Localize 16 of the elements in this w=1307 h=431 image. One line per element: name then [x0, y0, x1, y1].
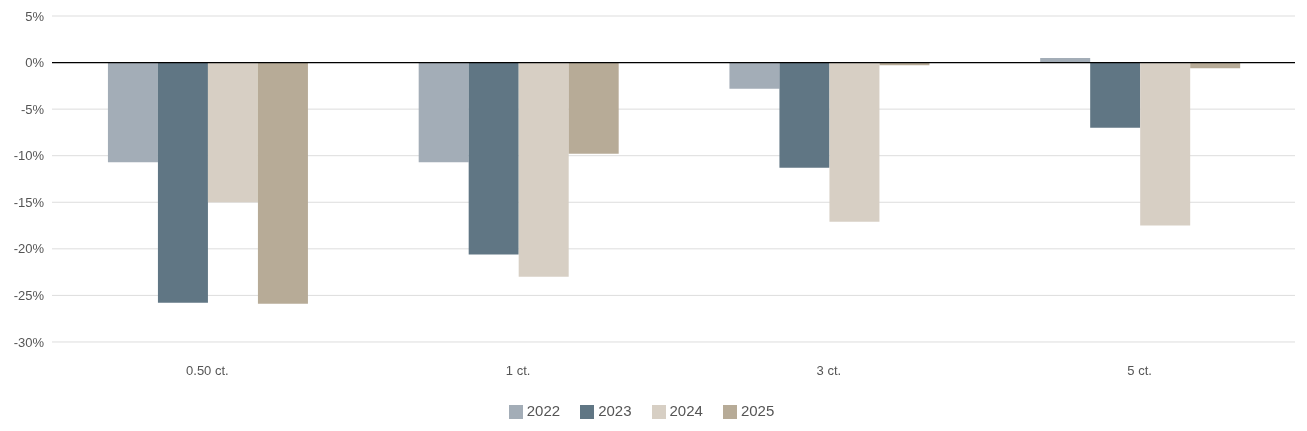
y-tick-label: -20% — [13, 241, 45, 257]
legend-label: 2024 — [669, 401, 703, 419]
x-tick-label: 5 ct. — [1127, 363, 1152, 379]
x-tick-label: 1 ct. — [505, 363, 531, 379]
y-tick-label: 5% — [25, 8, 45, 24]
legend-label: 2022 — [526, 401, 561, 419]
legend-label: 2025 — [740, 401, 775, 419]
x-tick-label: 3 ct. — [816, 363, 842, 379]
y-tick-label: -30% — [13, 334, 45, 350]
y-tick-label: -15% — [13, 194, 45, 210]
y-tick-label: -5% — [20, 101, 45, 117]
y-tick-label: -10% — [13, 148, 45, 164]
y-tick-label: -25% — [13, 288, 45, 304]
legend-label: 2023 — [598, 401, 632, 419]
x-tick-label: 0.50 ct. — [186, 363, 229, 379]
y-tick-label: 0% — [25, 55, 45, 71]
